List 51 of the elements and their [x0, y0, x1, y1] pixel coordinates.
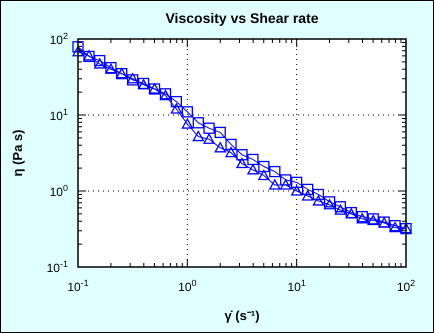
y-tick-label: 10$^{2}$ [50, 31, 68, 47]
point [170, 103, 182, 114]
y-tick-label: 10$^{0}$ [50, 183, 68, 199]
point [182, 118, 193, 129]
point [280, 179, 292, 190]
chart-title: Viscosity vs Shear rate [165, 10, 319, 26]
point [170, 96, 182, 108]
point [247, 164, 259, 174]
point [258, 160, 270, 172]
point [236, 149, 248, 160]
x-tick-label: 10$^{0}$ [178, 278, 197, 294]
x-tick-label: 10$^{-1}$ [67, 278, 89, 294]
point [94, 58, 106, 69]
point [302, 184, 314, 196]
point [302, 190, 314, 201]
point [269, 179, 280, 190]
point [334, 204, 346, 215]
x-tick-label: 10$^{2}$ [396, 278, 416, 294]
point [94, 54, 106, 66]
point [247, 154, 259, 166]
point [72, 46, 84, 56]
point [236, 158, 248, 168]
y-tick-label: 10$^{-1}$ [46, 259, 68, 275]
point [192, 117, 204, 128]
point [214, 126, 226, 138]
point [214, 142, 226, 152]
point [225, 138, 237, 150]
point [291, 176, 302, 188]
point [192, 130, 204, 142]
y-tick-label: 10$^{1}$ [50, 107, 68, 123]
point [280, 174, 292, 186]
x-tick-label: 10$^{1}$ [287, 278, 306, 294]
point [334, 201, 346, 212]
y-axis-title: η (Pa s) [10, 130, 25, 176]
point [182, 106, 193, 118]
point [126, 74, 138, 86]
point [203, 122, 215, 134]
point [269, 166, 280, 178]
point [356, 213, 368, 224]
point [126, 73, 138, 84]
point [356, 210, 368, 222]
point [291, 185, 302, 196]
x-axis-title: γ̇ (s⁻¹) [224, 308, 260, 323]
point [312, 195, 324, 206]
point [225, 146, 237, 158]
point [312, 188, 324, 200]
point [203, 134, 215, 144]
point [324, 196, 336, 208]
point [72, 41, 84, 52]
point [258, 170, 270, 180]
point [324, 199, 336, 210]
